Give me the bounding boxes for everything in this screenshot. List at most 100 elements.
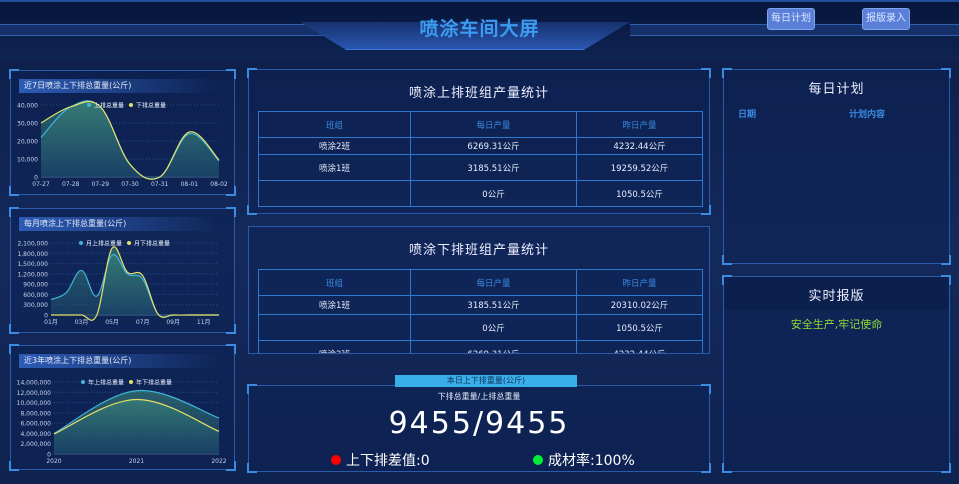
- x-tick-label: 2020: [46, 458, 61, 465]
- legend-marker: [129, 103, 133, 107]
- page-title: 喷涂车间大屏: [419, 18, 540, 40]
- column-header: 每日产量: [410, 111, 577, 138]
- legend-label: 月下排总重量: [134, 239, 170, 247]
- series-area: [54, 399, 219, 454]
- cell: 19259.52公斤: [576, 154, 703, 181]
- yield-rate-label: 成材率:100%: [548, 453, 635, 469]
- cell: 4232.44公斤: [576, 340, 703, 353]
- legend-label: 年下排总重量: [136, 378, 172, 386]
- today-weight-tab: 本日上下排重量(公斤): [395, 375, 577, 387]
- y-tick-label: 2,100,000: [17, 241, 48, 248]
- column-header-plan: 计划内容: [849, 110, 886, 120]
- cell: 3185.51公斤: [410, 295, 577, 315]
- upper-shift-panel: 喷涂上排班组产量统计 班组 每日产量 昨日产量 喷涂2班 6269.31公斤 4232.…: [247, 68, 711, 215]
- yield-rate-stat: 成材率:100%: [533, 450, 635, 470]
- legend-marker: [129, 380, 133, 384]
- series-area: [41, 101, 219, 180]
- title-background: [724, 277, 949, 310]
- realtime-report-panel: 实时报版 安全生产,牢记使命: [722, 275, 951, 473]
- x-tick-label: 01月: [44, 319, 58, 326]
- y-tick-label: 10,000: [17, 157, 38, 164]
- y-tick-label: 900,000: [23, 282, 48, 289]
- cell: 0公斤: [410, 180, 577, 207]
- series-line: [53, 398, 220, 435]
- y-tick-label: 30,000: [17, 121, 38, 128]
- panel-title: 实时报版: [808, 289, 865, 304]
- today-weight-value: 9455/9455: [388, 406, 570, 441]
- legend-marker: [127, 241, 131, 245]
- panel-title: 每日计划: [808, 82, 865, 97]
- column-header: 班组: [258, 269, 411, 296]
- y-tick-label: 1,500,000: [17, 261, 48, 268]
- report-entry-button[interactable]: 报版录入: [862, 8, 910, 30]
- legend-label: 下排总重量: [136, 101, 166, 109]
- x-tick-label: 07-30: [121, 181, 139, 188]
- y-tick-label: 40,000: [17, 103, 38, 110]
- column-header: 班组: [258, 111, 411, 138]
- yearly-chart-panel: 近3年喷涂上下排总重量(公斤) 0 2,000,000 4,000,000 6,000…: [9, 344, 236, 471]
- area-chart: 0 10,000 20,000 30,000 40,000 07-27 07-28 07-29…: [17, 100, 228, 188]
- y-tick-label: 0: [34, 175, 38, 182]
- y-tick-label: 20,000: [17, 139, 38, 146]
- today-subtitle: 下排总重量/上排总重量: [437, 392, 521, 401]
- y-tick-label: 14,000,000: [17, 380, 52, 387]
- difference-label: 上下排差值:0: [346, 453, 430, 469]
- y-tick-label: 1,200,000: [17, 271, 48, 278]
- cell: 0公斤: [410, 314, 577, 341]
- y-tick-label: 600,000: [23, 292, 48, 299]
- legend-marker: [79, 241, 83, 245]
- x-tick-label: 11月: [197, 319, 211, 326]
- weekly-chart-panel: 近7日喷涂上下排总重量(公斤) 0 10,000 20,000 30,000 40,00…: [9, 69, 236, 196]
- chart-title: 每月喷涂上下排总重量(公斤): [19, 217, 219, 231]
- y-tick-label: 2,000,000: [20, 441, 51, 448]
- table-row: 喷涂1班 3185.51公斤 20310.02公斤: [258, 295, 703, 315]
- legend-label: 年上排总重量: [88, 378, 124, 386]
- series-line: [53, 390, 220, 434]
- cell: 4232.44公斤: [576, 137, 703, 155]
- x-tick-label: 03月: [75, 319, 89, 326]
- column-header-date: 日期: [738, 110, 757, 120]
- y-tick-label: 0: [47, 452, 51, 459]
- x-tick-label: 05月: [105, 319, 119, 326]
- y-tick-label: 4,000,000: [20, 431, 51, 438]
- x-tick-label: 08-02: [210, 181, 228, 188]
- cell: 1050.5公斤: [576, 180, 703, 207]
- legend-marker: [81, 380, 85, 384]
- cell: 3185.51公斤: [410, 154, 577, 181]
- chart-title: 近3年喷涂上下排总重量(公斤): [19, 354, 219, 368]
- cell: 6269.31公斤: [410, 340, 577, 353]
- difference-stat: 上下排差值:0: [331, 450, 430, 470]
- column-header: 昨日产量: [576, 269, 703, 296]
- header: 喷涂车间大屏 每日计划 报版录入: [0, 0, 959, 60]
- green-dot-icon: [533, 455, 543, 465]
- slogan: 安全生产,牢记使命: [790, 318, 883, 331]
- x-tick-label: 2022: [211, 458, 226, 465]
- x-tick-label: 07-29: [92, 181, 110, 188]
- y-tick-label: 10,000,000: [17, 400, 52, 407]
- cell: 20310.02公斤: [576, 295, 703, 315]
- panel-title: 喷涂下排班组产量统计: [408, 243, 549, 258]
- x-tick-label: 07-28: [62, 181, 80, 188]
- cell: 喷涂1班: [258, 154, 411, 181]
- lower-shift-panel: 喷涂下排班组产量统计 班组 每日产量 昨日产量 喷涂1班 3185.51公斤 20310…: [248, 226, 710, 354]
- column-header: 昨日产量: [576, 111, 703, 138]
- cell: [258, 180, 411, 207]
- x-tick-label: 07-27: [32, 181, 50, 188]
- table-row: 0公斤 1050.5公斤: [258, 180, 703, 207]
- daily-plan-panel: 每日计划 日期 计划内容: [722, 68, 951, 265]
- today-weight-panel: 本日上下排重量(公斤) 下排总重量/上排总重量 9455/9455 上下排差值:…: [247, 375, 711, 473]
- lower-shift-table: 班组 每日产量 昨日产量 喷涂1班 3185.51公斤 20310.02公斤 0公斤 10…: [258, 269, 703, 353]
- daily-plan-button[interactable]: 每日计划: [767, 8, 815, 30]
- y-tick-label: 6,000,000: [20, 421, 51, 428]
- header-decoration: [0, 24, 330, 36]
- series-line: [51, 246, 219, 321]
- x-tick-label: 07-31: [151, 181, 169, 188]
- x-tick-label: 08-01: [181, 181, 199, 188]
- red-dot-icon: [331, 455, 341, 465]
- column-header: 每日产量: [410, 269, 577, 296]
- cell: 喷涂1班: [258, 295, 411, 315]
- panel-title: 喷涂上排班组产量统计: [408, 86, 549, 101]
- legend-label: 月上排总重量: [86, 239, 122, 247]
